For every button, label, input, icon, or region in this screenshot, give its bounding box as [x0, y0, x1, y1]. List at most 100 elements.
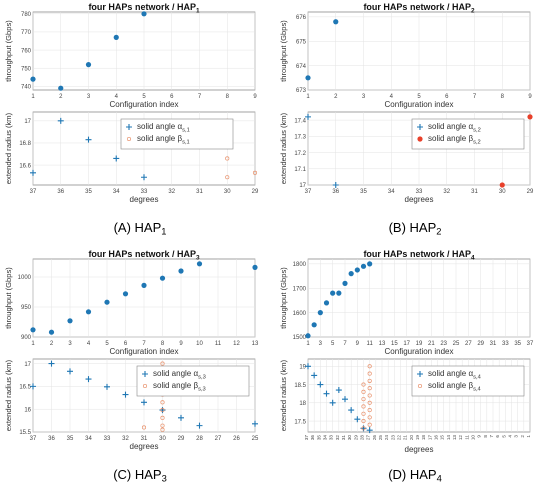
- data-point: [367, 408, 372, 413]
- radius-xtick-label: 10: [471, 435, 476, 441]
- throughput-ytick-label: 675: [296, 39, 307, 45]
- radius-xtick-label: 14: [446, 435, 451, 441]
- data-point: [305, 333, 311, 339]
- data-point: [178, 414, 184, 421]
- radius-xtick-label: 32: [122, 436, 129, 442]
- radius-xtick-label: 11: [464, 435, 469, 440]
- throughput-xtick-label: 3: [362, 94, 366, 100]
- data-point: [342, 280, 348, 286]
- data-point: [361, 426, 366, 431]
- data-point: [85, 62, 92, 68]
- legend-marker: [126, 124, 132, 130]
- throughput-xlabel: Configuration index: [110, 347, 179, 356]
- data-point: [141, 425, 147, 430]
- throughput-xtick-label: 7: [343, 341, 347, 347]
- data-point: [361, 389, 366, 394]
- throughput-ytick-label: 900: [21, 335, 32, 341]
- radius-xtick-label: 32: [335, 435, 340, 441]
- throughput-xtick-label: 9: [528, 94, 532, 100]
- data-point: [122, 291, 129, 297]
- throughput-xtick-label: 23: [440, 341, 447, 347]
- radius-xtick-label: 19: [415, 435, 420, 441]
- throughput-xtick-label: 5: [417, 94, 421, 100]
- chart-title: four HAPs network / HAP1: [88, 2, 200, 15]
- throughput-xtick-label: 9: [356, 341, 360, 347]
- throughput-ylabel: throughput (Gbps): [279, 20, 288, 82]
- radius-xtick-label: 34: [85, 436, 92, 442]
- radius-xtick-label: 30: [159, 436, 166, 442]
- throughput-ytick-label: 1800: [293, 262, 307, 268]
- data-point: [336, 290, 342, 296]
- data-point: [499, 182, 505, 188]
- chart-title: four HAPs network / HAP4: [363, 249, 475, 262]
- chart-title: four HAPs network / HAP2: [363, 2, 475, 15]
- legend-box: [411, 365, 525, 397]
- data-point: [67, 318, 73, 324]
- radius-xtick-label: 22: [397, 435, 402, 441]
- data-point: [57, 117, 64, 124]
- legend-entry: solid angle βs,4: [428, 381, 482, 393]
- data-point: [104, 299, 110, 305]
- radius-xtick-label: 29: [527, 189, 534, 195]
- throughput-xtick-label: 3: [87, 94, 91, 100]
- throughput-xtick-label: 10: [196, 341, 203, 347]
- data-point: [367, 393, 372, 398]
- throughput-ytick-label: 1000: [18, 275, 32, 281]
- radius-xlabel: degrees: [405, 445, 434, 454]
- throughput-xtick-label: 17: [403, 341, 410, 347]
- data-point: [305, 113, 311, 120]
- throughput-xtick-label: 19: [416, 341, 423, 347]
- radius-xtick-label: 20: [409, 435, 414, 441]
- data-point: [196, 422, 203, 429]
- radius-xtick-label: 4: [508, 435, 513, 438]
- throughput-xtick-label: 27: [465, 341, 472, 347]
- throughput-xtick-label: 7: [198, 94, 202, 100]
- radius-xtick-label: 33: [141, 189, 148, 195]
- throughput-ytick-label: 950: [21, 305, 32, 311]
- radius-ytick-label: 16: [24, 407, 31, 413]
- radius-xtick-label: 16: [434, 435, 439, 441]
- radius-ytick-label: 17.4: [294, 118, 306, 124]
- radius-ytick-label: 18.5: [294, 383, 306, 389]
- radius-ytick-label: 15.5: [19, 430, 31, 436]
- data-point: [367, 386, 372, 391]
- radius-xtick-label: 30: [347, 435, 352, 441]
- data-point: [311, 372, 318, 379]
- radius-xlabel: degrees: [405, 195, 434, 204]
- throughput-xtick-label: 5: [142, 94, 146, 100]
- data-point: [104, 383, 110, 390]
- data-point: [122, 391, 129, 398]
- data-point: [367, 378, 372, 383]
- throughput-xtick-label: 33: [502, 341, 509, 347]
- radius-xtick-label: 36: [48, 436, 55, 442]
- data-point: [196, 261, 203, 267]
- radius-xtick-label: 35: [85, 189, 92, 195]
- data-point: [141, 174, 147, 181]
- data-point: [311, 322, 317, 328]
- legend-marker: [142, 383, 148, 389]
- data-point: [305, 363, 311, 370]
- throughput-xtick-label: 7: [473, 94, 477, 100]
- data-point: [252, 264, 258, 270]
- radius-xtick-label: 12: [458, 435, 463, 441]
- legend-marker: [417, 124, 423, 130]
- throughput-ylabel: throughput (Gbps): [279, 267, 288, 329]
- throughput-ylabel: throughput (Gbps): [4, 267, 13, 329]
- radius-xtick-label: 28: [196, 436, 203, 442]
- radius-xtick-label: 33: [416, 189, 423, 195]
- radius-xtick-label: 24: [384, 435, 389, 441]
- radius-xtick-label: 23: [390, 435, 395, 441]
- radius-xtick-label: 36: [57, 189, 64, 195]
- radius-xlabel: degrees: [130, 195, 159, 204]
- throughput-xtick-label: 37: [527, 341, 534, 347]
- throughput-xtick-label: 9: [253, 94, 257, 100]
- chart-title: four HAPs network / HAP3: [88, 249, 200, 262]
- data-point: [342, 396, 348, 403]
- throughput-xtick-label: 21: [428, 341, 435, 347]
- throughput-ytick-label: 676: [296, 15, 307, 21]
- radius-xtick-label: 31: [471, 189, 478, 195]
- data-point: [329, 399, 336, 406]
